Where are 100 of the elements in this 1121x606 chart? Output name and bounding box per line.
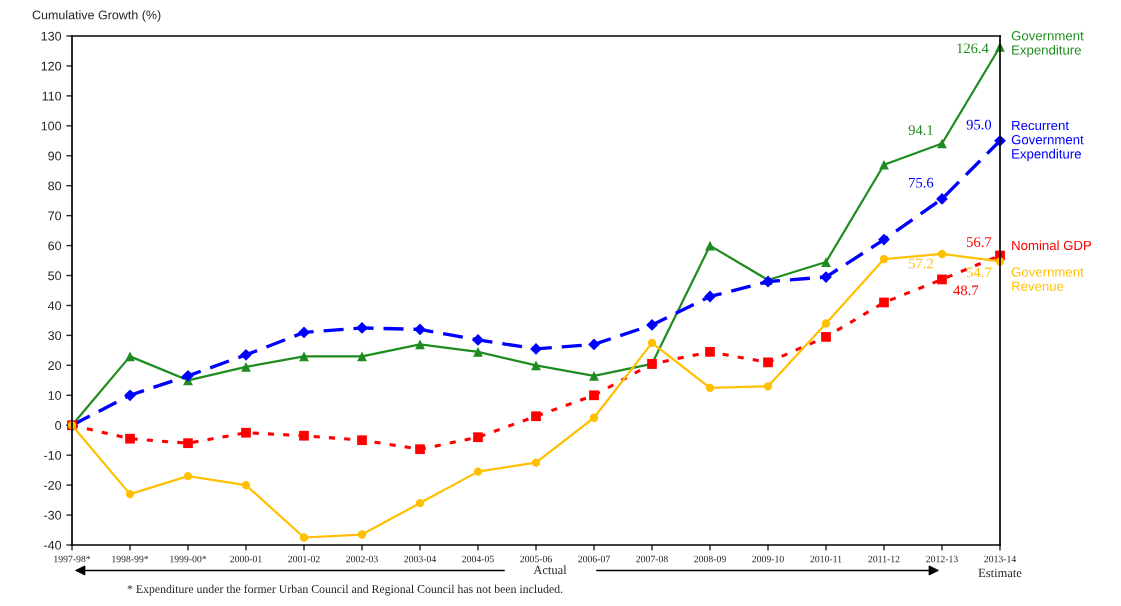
point [763, 382, 773, 391]
point [298, 326, 310, 339]
data-label: 57.2 [908, 258, 933, 269]
text: * Expenditure under the former Urban Council and Regional Council has not been included. [127, 584, 563, 596]
point [357, 351, 367, 362]
x-tick-label: 2004-05 [462, 555, 494, 563]
y-tick-label: 100 [41, 121, 62, 131]
y-tick-label: 80 [48, 181, 62, 191]
point [589, 413, 599, 422]
point [936, 192, 948, 205]
text: Actual [533, 565, 567, 575]
data-label: 54.7 [966, 267, 992, 278]
x-tick-label: 2006-07 [578, 555, 610, 563]
point [414, 323, 426, 336]
point [473, 432, 483, 443]
data-label: 94.1 [908, 125, 933, 136]
x-tick-label: 2009-10 [752, 555, 784, 563]
point [531, 411, 541, 422]
y-tick-label: 110 [42, 91, 62, 101]
point [125, 351, 135, 362]
x-tick-label: 1997-98* [54, 555, 91, 563]
x-tick-label: 2005-06 [520, 555, 552, 563]
point [588, 338, 600, 351]
point [879, 297, 889, 308]
point [299, 351, 309, 362]
x-tick-label: 2013-14 [984, 555, 1017, 563]
point [647, 338, 657, 348]
y-axis-title: Cumulative Growth (%) [32, 10, 161, 22]
point [125, 489, 135, 499]
y-tick-label: 50 [48, 271, 62, 281]
point [704, 290, 716, 303]
x-tick-label: 2011-12 [868, 555, 900, 563]
point [415, 339, 425, 350]
x-tick-label: 1999-00* [170, 555, 207, 563]
point [589, 370, 599, 381]
data-label: 75.6 [909, 177, 934, 188]
x-tick-label: 2003-04 [404, 555, 437, 563]
point [357, 530, 367, 539]
y-tick-label: 40 [47, 301, 62, 311]
point [125, 433, 135, 444]
x-tick-label: 2002-03 [346, 555, 378, 563]
y-tick-label: 30 [48, 331, 62, 341]
point [472, 334, 484, 346]
point [879, 254, 889, 264]
y-tick-label: -20 [44, 480, 62, 490]
y-tick-label: 20 [48, 361, 62, 371]
y-tick-label: 130 [41, 31, 62, 41]
y-tick-label: 10 [48, 391, 62, 400]
y-tick-label: -30 [44, 510, 62, 520]
y-tick-label: 90 [48, 151, 62, 161]
point [937, 249, 947, 259]
text: Estimate [978, 568, 1022, 578]
point [531, 458, 541, 467]
point [705, 383, 715, 392]
point [241, 427, 251, 438]
point [821, 319, 831, 328]
y-tick-label: 120 [41, 61, 62, 71]
point [357, 435, 367, 446]
x-tick-label: 1998-99* [112, 555, 149, 563]
point [879, 159, 889, 170]
point [589, 390, 599, 401]
point [878, 233, 890, 246]
x-tick-label: 2008-09 [694, 555, 726, 563]
point [182, 369, 194, 382]
x-tick-label: 2000-01 [230, 555, 262, 563]
point [415, 498, 425, 508]
point [240, 348, 252, 361]
point [183, 471, 193, 481]
point [530, 342, 542, 355]
point [821, 332, 831, 342]
series-label: Nominal GDP [1012, 240, 1092, 251]
x-tick-label: 2012-13 [926, 555, 958, 563]
series-label: Recurrent Government Expenditure [1011, 120, 1084, 162]
y-tick-label: -10 [44, 450, 62, 460]
x-tick-label: 2001-02 [288, 555, 320, 563]
series-label: Government Revenue [1011, 267, 1084, 291]
y-tick-label: 0 [55, 421, 62, 430]
y-tick-label: -40 [44, 540, 62, 550]
x-tick-label: 2010-11 [810, 555, 842, 563]
series-label: Government Expenditure [1011, 31, 1084, 58]
y-tick-label: 60 [48, 241, 62, 251]
point [531, 360, 541, 371]
point [415, 444, 425, 455]
point [124, 389, 136, 402]
point [937, 274, 947, 285]
point [473, 467, 483, 476]
point [473, 347, 483, 357]
x-tick-label: 2007-08 [636, 555, 668, 563]
data-label: 126.4 [957, 43, 989, 54]
y-tick-label: 70 [48, 211, 62, 221]
point [241, 361, 251, 372]
point [299, 533, 309, 542]
point [241, 480, 251, 490]
point [299, 430, 309, 441]
data-label: 56.7 [966, 237, 992, 248]
point [705, 347, 715, 357]
point [183, 438, 193, 449]
point [821, 257, 831, 267]
point [763, 357, 773, 368]
data-label: 95.0 [966, 119, 992, 130]
